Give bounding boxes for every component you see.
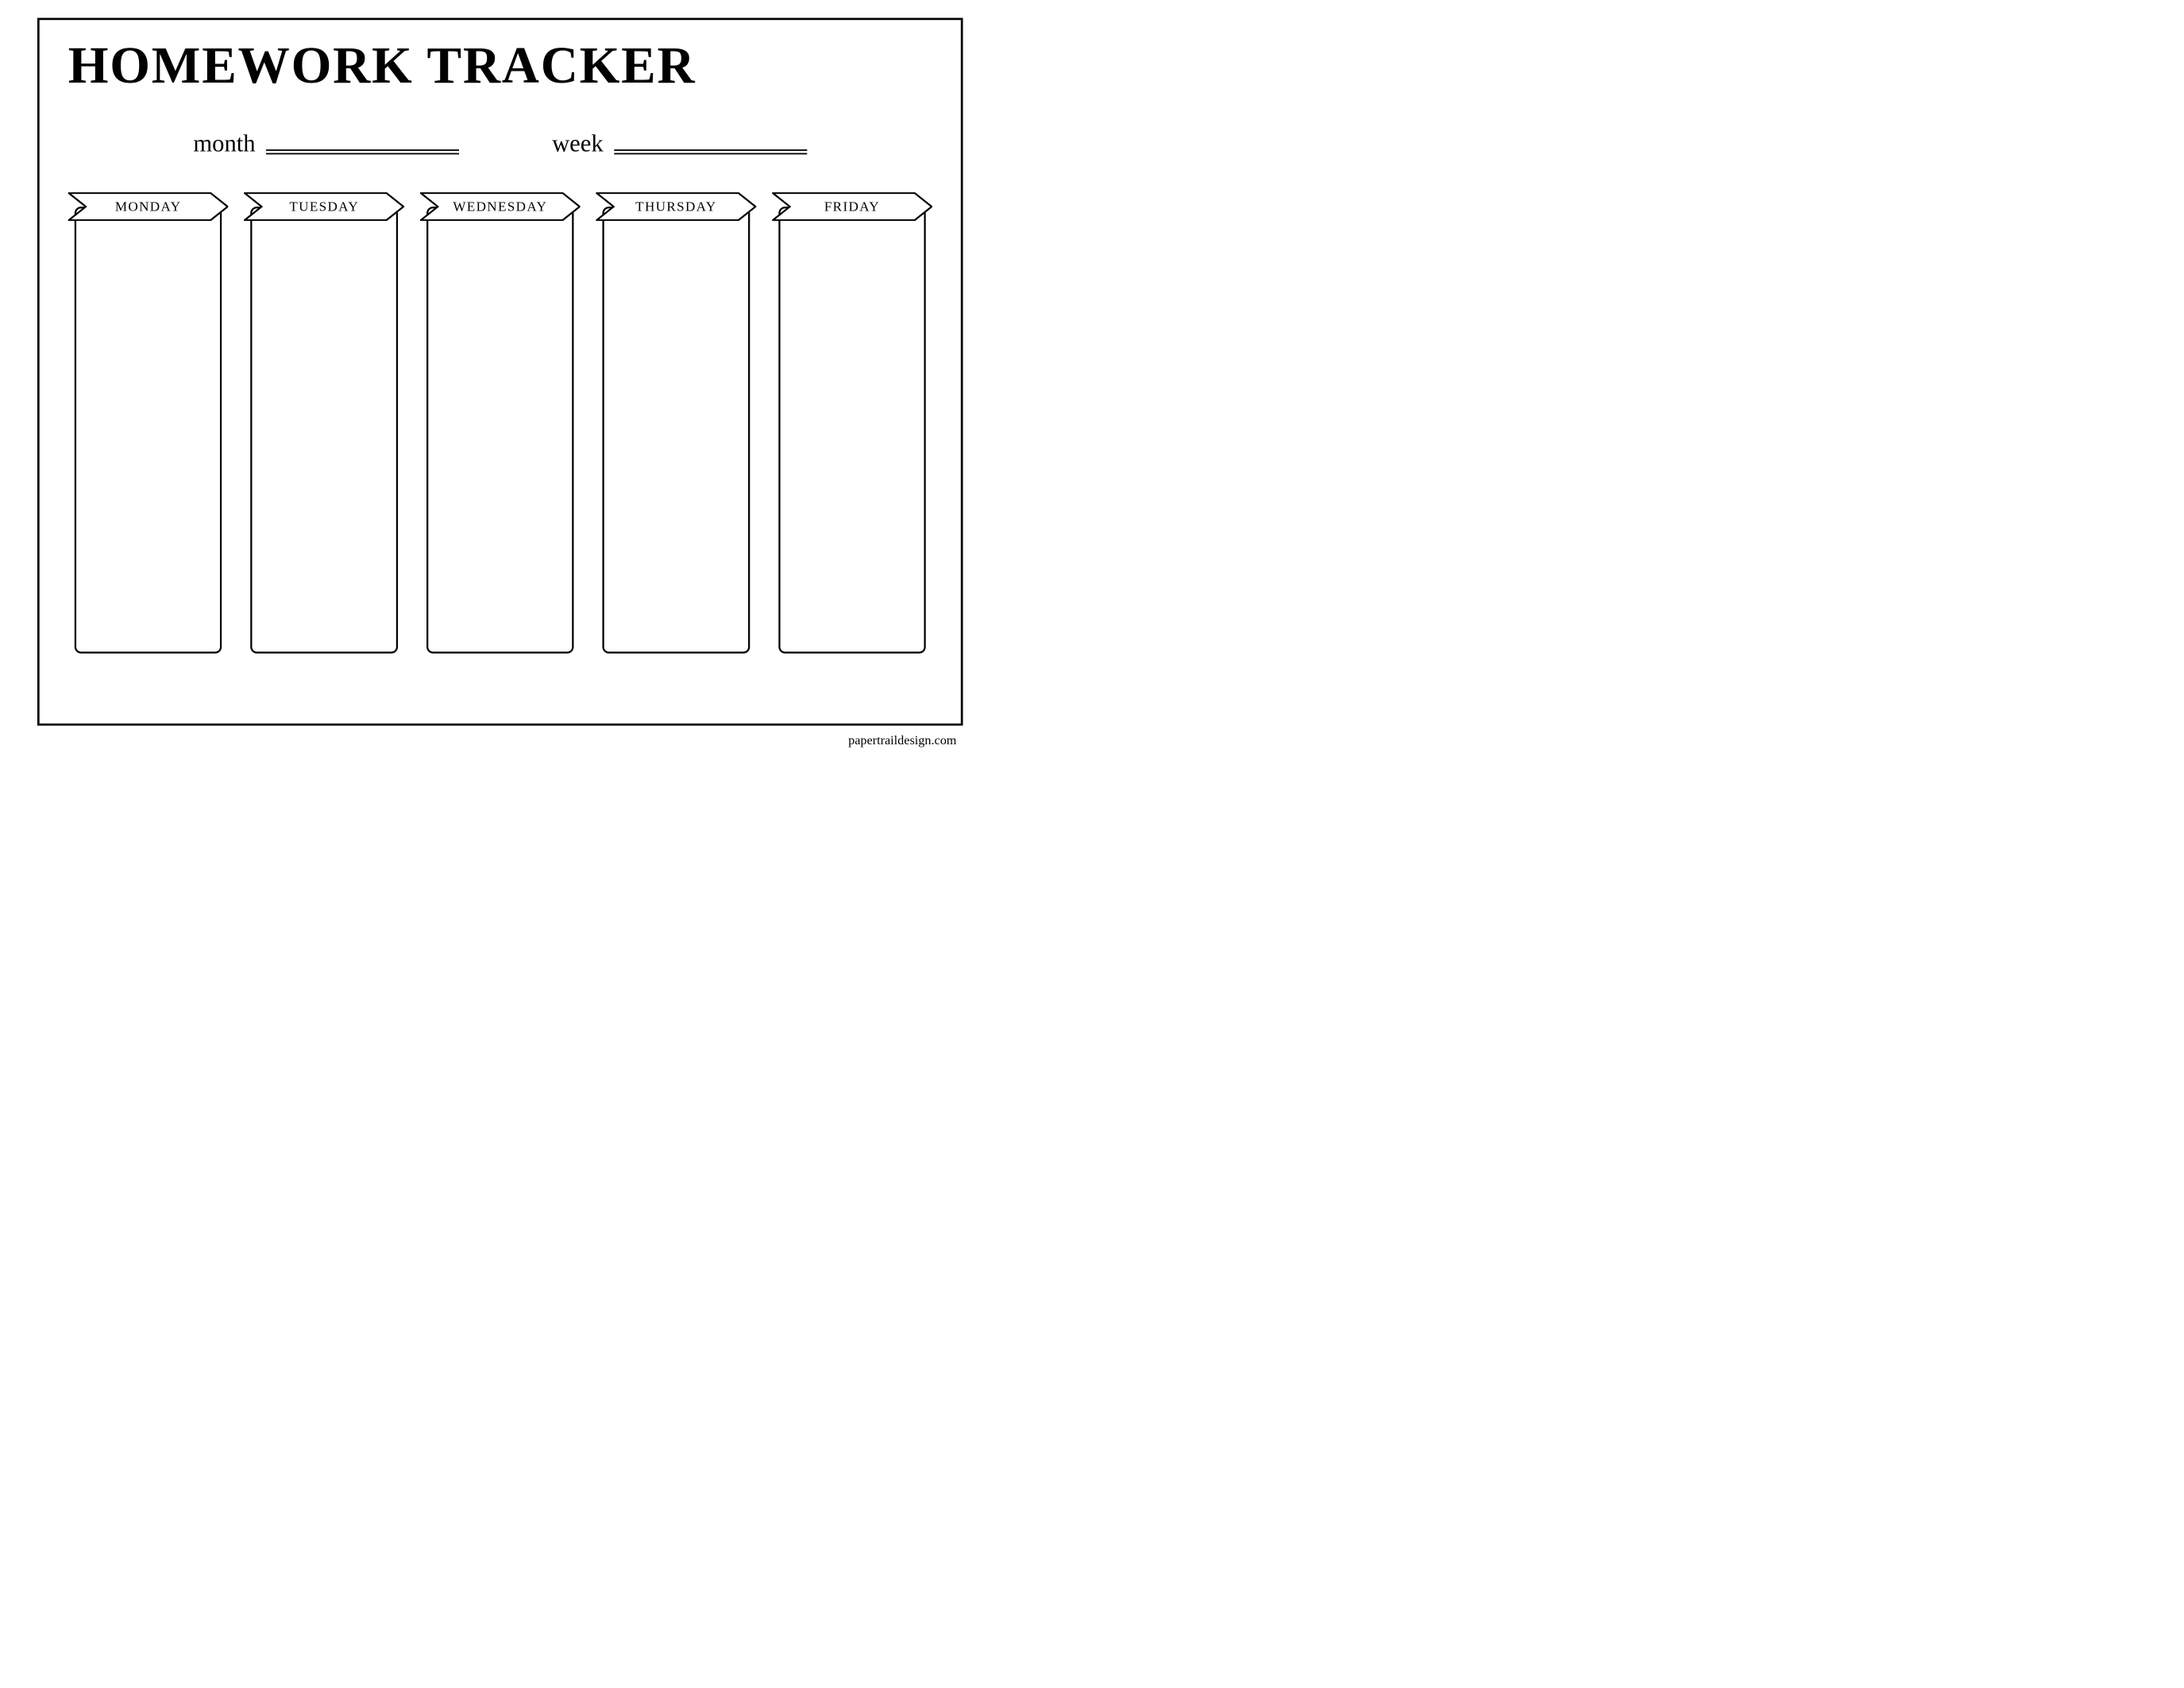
ribbon-banner: TUESDAY — [244, 192, 404, 221]
ribbon-banner: FRIDAY — [772, 192, 932, 221]
day-column-tuesday: TUESDAY — [244, 192, 404, 654]
day-label: TUESDAY — [244, 192, 404, 221]
month-label: month — [193, 131, 255, 156]
day-label: WEDNESDAY — [420, 192, 581, 221]
footer-credit: papertraildesign.com — [848, 732, 956, 747]
day-column-friday: FRIDAY — [772, 192, 932, 654]
ribbon-banner: WEDNESDAY — [420, 192, 581, 221]
ribbon-banner: THURSDAY — [596, 192, 756, 221]
day-label: THURSDAY — [596, 192, 756, 221]
day-box[interactable] — [250, 207, 398, 654]
day-box[interactable] — [75, 207, 222, 654]
day-columns: MONDAY TUESDAY WEDNESDAY — [64, 192, 936, 654]
day-column-wednesday: WEDNESDAY — [420, 192, 581, 654]
outer-frame: HOMEWORK TRACKER month week MONDAY — [37, 18, 963, 726]
day-box[interactable] — [603, 207, 751, 654]
page-title: HOMEWORK TRACKER — [68, 40, 936, 91]
day-label: FRIDAY — [772, 192, 932, 221]
month-blank-line[interactable] — [266, 149, 459, 154]
page: HOMEWORK TRACKER month week MONDAY — [16, 0, 985, 759]
month-field: month — [193, 131, 459, 156]
meta-row: month week — [64, 131, 936, 156]
day-column-monday: MONDAY — [68, 192, 229, 654]
day-box[interactable] — [426, 207, 574, 654]
day-box[interactable] — [778, 207, 926, 654]
week-label: week — [552, 131, 604, 156]
day-label: MONDAY — [68, 192, 229, 221]
week-field: week — [552, 131, 807, 156]
day-column-thursday: THURSDAY — [596, 192, 756, 654]
ribbon-banner: MONDAY — [68, 192, 229, 221]
week-blank-line[interactable] — [614, 149, 807, 154]
